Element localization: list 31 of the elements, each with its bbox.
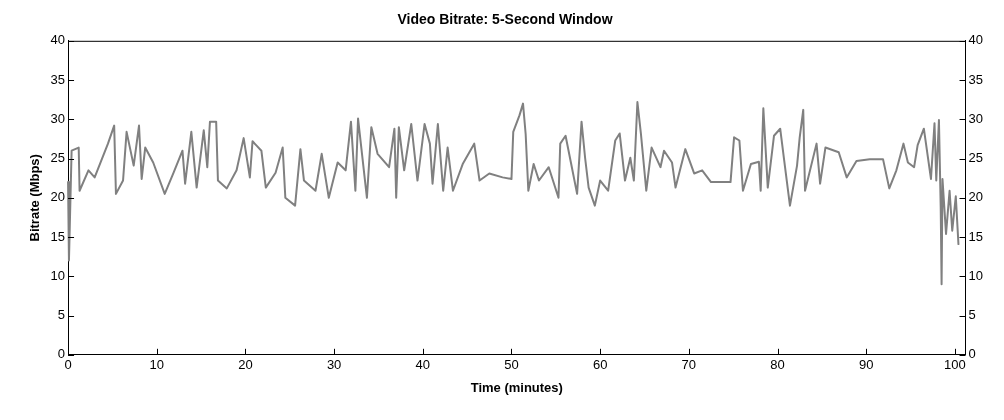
x-tick-label: 20 [238,357,253,373]
x-tick-label: 50 [504,357,519,373]
y-axis-title: Bitrate (Mbps) [27,154,43,242]
y2-tick-label: 40 [968,32,984,48]
x-tick-label: 10 [149,357,164,373]
y-tick-label: 15 [50,228,66,244]
y-tick-label: 40 [50,32,66,48]
y-tick-label: 20 [50,189,66,205]
x-tick-label: 80 [770,357,785,373]
x-tick-label: 100 [944,357,966,373]
x-tick-label: 60 [592,357,608,373]
y2-tick-label: 0 [968,346,976,362]
x-tick-label: 40 [415,357,431,373]
y-tick-label: 10 [50,267,66,283]
y2-tick-label: 10 [968,267,984,283]
y2-tick-label: 5 [968,307,976,323]
y2-tick-label: 35 [968,71,984,87]
y2-tick-label: 15 [968,228,984,244]
y-tick-label: 5 [57,307,66,323]
y-tick-label: 35 [50,71,66,87]
x-tick-label: 70 [681,357,697,373]
y-tick-label: 0 [57,346,66,362]
y2-tick-label: 30 [968,110,984,126]
y2-tick-label: 20 [968,189,984,205]
x-tick-label: 90 [858,357,874,373]
y-tick-label: 30 [50,110,66,126]
chart-title: Video Bitrate: 5-Second Window [397,11,613,28]
x-tick-label: 30 [326,357,342,373]
y2-tick-label: 25 [968,150,984,166]
x-axis-title: Time (minutes) [470,379,563,395]
y-tick-label: 25 [50,150,66,166]
